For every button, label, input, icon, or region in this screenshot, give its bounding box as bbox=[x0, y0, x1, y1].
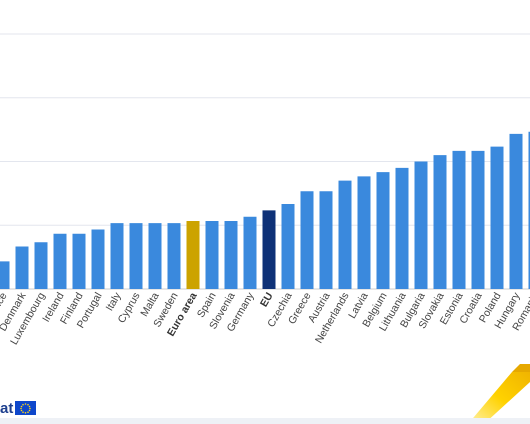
bar-sweden[interactable] bbox=[167, 223, 181, 289]
bar-belgium[interactable] bbox=[376, 172, 390, 289]
bar-italy[interactable] bbox=[110, 223, 124, 289]
bar-euro-area[interactable] bbox=[186, 221, 200, 289]
bar-austria[interactable] bbox=[319, 191, 333, 289]
bar-croatia[interactable] bbox=[471, 150, 485, 289]
yellow-ribbon-icon bbox=[468, 364, 530, 424]
bar-cyprus[interactable] bbox=[129, 223, 143, 289]
bar-portugal[interactable] bbox=[91, 229, 105, 290]
bar-hungary[interactable] bbox=[509, 133, 523, 289]
bar-bulgaria[interactable] bbox=[414, 161, 428, 290]
bar-latvia[interactable] bbox=[357, 176, 371, 289]
bar-chart: FranceDenmarkLuxembourgIrelandFinlandPor… bbox=[0, 33, 530, 347]
footer: at bbox=[0, 398, 37, 418]
bar-estonia[interactable] bbox=[452, 150, 466, 289]
bar-finland[interactable] bbox=[72, 233, 86, 289]
x-tick-labels: FranceDenmarkLuxembourgIrelandFinlandPor… bbox=[0, 290, 530, 347]
bar-poland[interactable] bbox=[490, 146, 504, 289]
bar-romania[interactable] bbox=[528, 131, 530, 289]
bar-luxembourg[interactable] bbox=[34, 242, 48, 289]
bar-germany[interactable] bbox=[243, 216, 257, 289]
x-tick-label: EU bbox=[258, 291, 276, 310]
bottom-band bbox=[0, 418, 530, 424]
bar-greece[interactable] bbox=[300, 191, 314, 289]
bar-lithuania[interactable] bbox=[395, 167, 409, 289]
eu-flag-icon bbox=[15, 401, 37, 415]
bar-denmark[interactable] bbox=[15, 246, 29, 290]
bar-netherlands[interactable] bbox=[338, 180, 352, 289]
bar-slovakia[interactable] bbox=[433, 155, 447, 289]
eurostat-logo-text: at bbox=[0, 399, 14, 417]
bar-slovenia[interactable] bbox=[224, 221, 238, 289]
bar-eu[interactable] bbox=[262, 210, 276, 289]
bar-france[interactable] bbox=[0, 261, 10, 289]
bar-ireland[interactable] bbox=[53, 233, 67, 289]
bar-malta[interactable] bbox=[148, 223, 162, 289]
bars bbox=[0, 131, 530, 290]
bar-czechia[interactable] bbox=[281, 204, 295, 289]
bar-spain[interactable] bbox=[205, 221, 219, 289]
